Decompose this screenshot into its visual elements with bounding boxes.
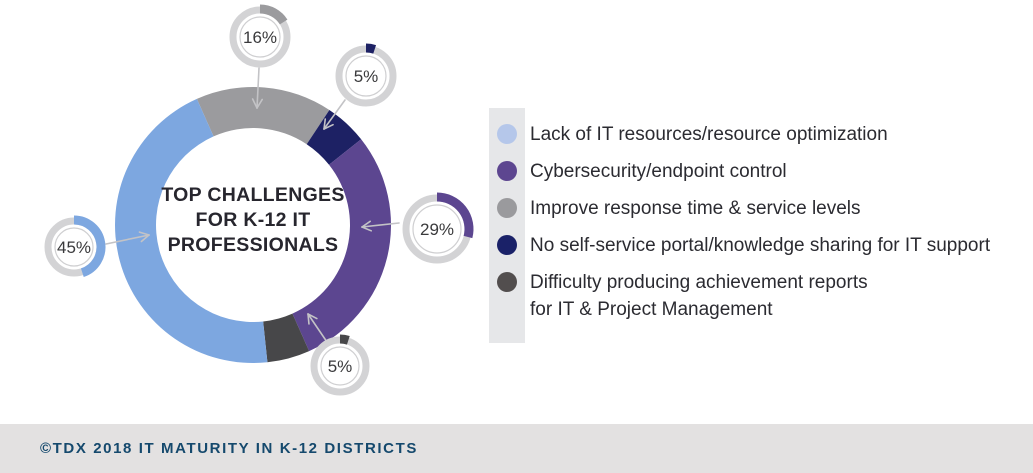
badge-value-arc xyxy=(259,4,288,25)
donut-segment-3 xyxy=(263,313,310,363)
legend-item-4: Difficulty producing achievement reports… xyxy=(489,269,990,323)
legend-dot xyxy=(497,161,517,181)
donut-chart: 16% 5% 29% 5% 45% xyxy=(44,4,474,396)
badge-inner-circle xyxy=(412,204,462,254)
legend-item-1: Cybersecurity/endpoint control xyxy=(489,158,990,185)
percent-badge-16pct: 16% xyxy=(229,4,291,68)
legend-dot xyxy=(497,235,517,255)
percent-badge-45pct: 45% xyxy=(44,215,106,277)
legend-item-label: Lack of IT resources/resource optimizati… xyxy=(530,124,888,145)
badge-value-label: 5% xyxy=(328,357,353,376)
legend-item-label: No self-service portal/knowledge sharing… xyxy=(530,235,991,256)
donut-segment-0 xyxy=(196,87,330,145)
legend-dot xyxy=(497,124,517,144)
legend-item-0: Lack of IT resources/resource optimizati… xyxy=(489,121,990,148)
badge-value-label: 29% xyxy=(420,220,454,239)
badge-value-arc xyxy=(73,215,106,277)
footer-bar: ©TDX 2018 IT MATURITY IN K-12 DISTRICTS xyxy=(0,424,1033,473)
donut-segment-1 xyxy=(306,110,362,165)
donut-segment-4 xyxy=(115,98,268,363)
badge-ring xyxy=(310,336,370,396)
legend-rows: Lack of IT resources/resource optimizati… xyxy=(489,108,990,323)
badge-inner-circle xyxy=(320,346,360,386)
legend-dot xyxy=(497,272,517,292)
percent-badge-5pct: 5% xyxy=(335,43,397,107)
badge-value-arc xyxy=(339,334,350,345)
percent-badge-5pct: 5% xyxy=(310,334,370,396)
legend-item-label: Cybersecurity/endpoint control xyxy=(530,161,787,182)
legend-item-3: No self-service portal/knowledge sharing… xyxy=(489,232,990,259)
legend-dot xyxy=(497,198,517,218)
legend-item-label: Improve response time & service levels xyxy=(530,198,861,219)
footer-caption: ©TDX 2018 IT MATURITY IN K-12 DISTRICTS xyxy=(40,440,418,457)
legend: Lack of IT resources/resource optimizati… xyxy=(489,108,990,343)
badge-arrow-2 xyxy=(361,220,400,232)
badge-arrow-3 xyxy=(307,313,328,343)
badge-inner-circle xyxy=(239,16,281,58)
legend-item-2: Improve response time & service levels xyxy=(489,195,990,222)
legend-strip xyxy=(489,108,525,343)
badge-inner-circle xyxy=(54,227,94,267)
badge-arrow-4 xyxy=(105,231,150,245)
legend-item-label: Difficulty producing achievement reports… xyxy=(530,272,868,320)
badge-inner-circle xyxy=(345,55,387,97)
badge-value-arc xyxy=(365,43,377,54)
badge-value-label: 16% xyxy=(243,28,277,47)
badge-value-arc xyxy=(436,192,474,239)
percent-badge-29pct: 29% xyxy=(402,192,474,264)
badge-value-label: 5% xyxy=(354,67,379,86)
badge-arrow-0 xyxy=(251,67,264,109)
badge-value-label: 45% xyxy=(57,238,91,257)
chart-center-title: TOP CHALLENGES FOR K-12 IT PROFESSIONALS xyxy=(161,184,345,256)
donut-segment-2 xyxy=(292,139,392,352)
badge-arrow-1 xyxy=(323,99,346,130)
